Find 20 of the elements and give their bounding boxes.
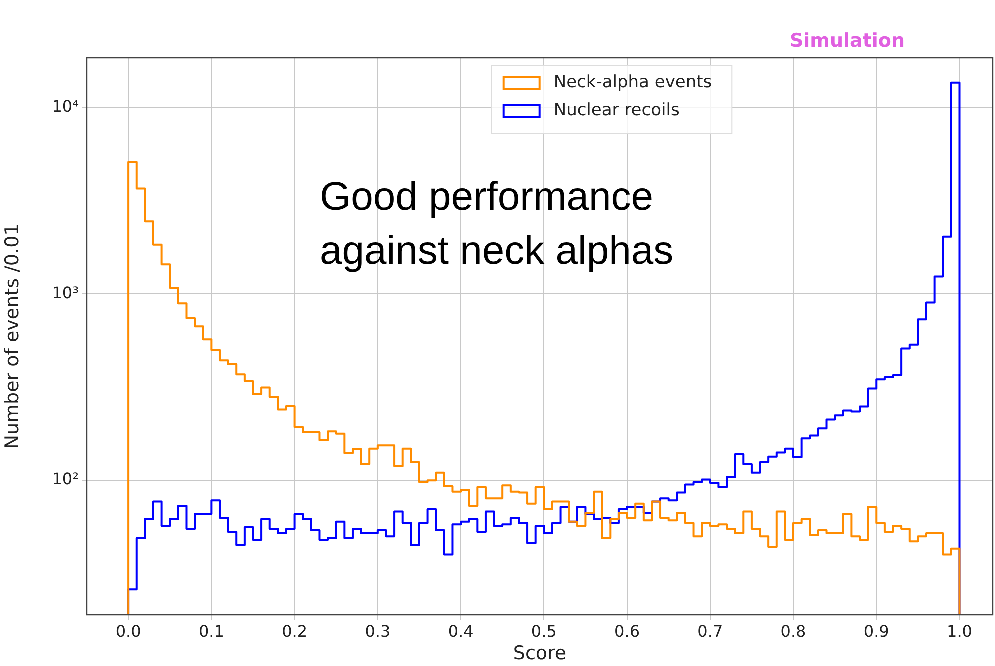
x-tick-label: 0.5 [531,622,557,641]
x-tick-label: 0.7 [698,622,724,641]
y-tick-label: 10³ [52,283,79,302]
annotation: Good performance against neck alphas [320,174,675,275]
x-tick-label: 0.2 [282,622,308,641]
x-tick-label: 0.4 [448,622,474,641]
text: Simulation [790,30,905,52]
x-tick-label: 0.8 [780,622,806,641]
x-tick-label: 0.9 [864,622,890,641]
legend-label: Nuclear recoils [554,100,680,120]
y-tick-label: 10⁴ [52,96,79,116]
x-tick-label: 0.3 [365,622,391,641]
x-tick-label: 0.0 [116,622,142,641]
legend-label: Neck-alpha events [554,72,712,92]
y-tick-label: 10² [52,470,79,489]
x-axis-title: Score [513,642,567,665]
x-tick-label: 0.1 [198,622,224,641]
x-tick-label: 0.6 [614,622,640,641]
y-axis-title: Number of events /0.01 [1,224,24,450]
x-tick-label: 1.0 [947,622,972,641]
